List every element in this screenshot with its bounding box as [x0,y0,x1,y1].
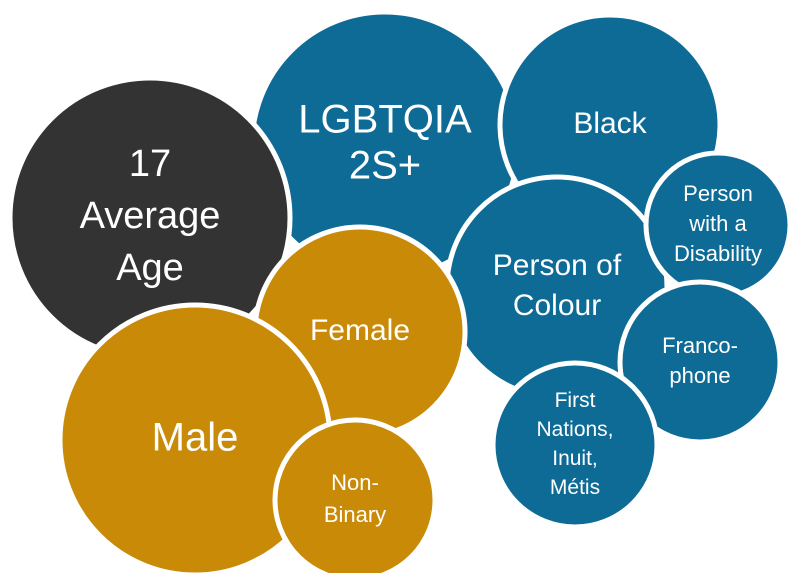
bubble-label: with a [688,211,747,236]
bubble-label: Colour [513,289,601,322]
bubble-label: 2S+ [349,144,421,188]
bubble-label: Métis [550,476,600,499]
bubble-circle [617,279,783,445]
bubble: Franco-phone [617,279,783,445]
bubble-label: Inuit, [552,447,598,470]
bubble-label: Person [683,181,753,206]
bubble-circle [272,417,438,573]
bubble-label: Binary [324,502,386,527]
bubble-label: Person of [493,249,622,282]
bubble-label: Average [80,195,221,237]
bubble: Non- Binary [272,417,438,573]
bubble-label: Male [152,416,239,460]
bubble-label: LGBTQIA [298,98,472,142]
bubble-label: Non- [331,470,379,495]
bubble-label: First [555,389,596,412]
bubble-circle [490,360,660,530]
bubble: 17 Average Age [7,75,293,361]
bubble: First Nations, Inuit, Métis [490,360,660,530]
bubble-label: Black [573,107,647,140]
bubble-label: Franco- [662,333,738,358]
bubble-label: Female [310,314,410,347]
bubble-label: Nations, [536,418,613,441]
bubble: Person with a Disability [643,150,793,300]
bubble-label: Disability [674,241,762,266]
bubble-label: Age [116,247,184,289]
bubble-label: 17 [129,143,171,185]
bubble-label: phone [669,363,730,388]
